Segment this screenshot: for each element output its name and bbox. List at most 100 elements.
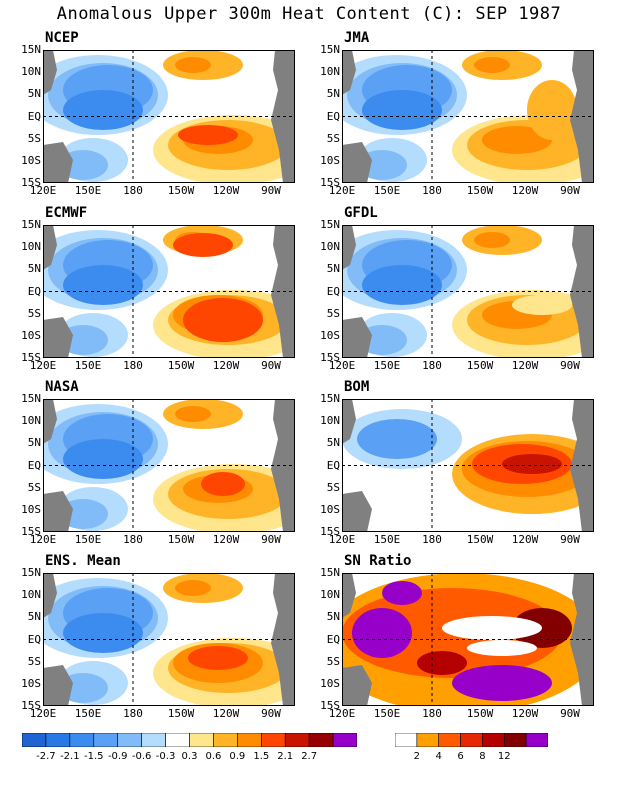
- lat-tick-label: 15N: [21, 566, 41, 579]
- lon-tick-label: 90W: [261, 359, 281, 372]
- land-mass-west: [342, 50, 372, 183]
- anomaly-region: [362, 265, 442, 305]
- colorbar-label: 4: [435, 751, 442, 762]
- lon-tick-label: 90W: [261, 533, 281, 546]
- lon-tick-label: 120W: [212, 359, 240, 372]
- lon-tick-label: 150W: [167, 707, 195, 720]
- anomaly-region: [362, 90, 442, 130]
- anomaly-region: [512, 295, 572, 315]
- lat-tick-label: 15S: [320, 176, 340, 189]
- lat-tick-label: 10S: [320, 502, 340, 516]
- map-panel: [43, 399, 295, 532]
- colorbar-swatch: [165, 733, 190, 747]
- lon-tick-label: 120W: [511, 184, 539, 197]
- lat-tick-label: 5S: [326, 306, 340, 320]
- lat-tick-label: 10S: [21, 153, 41, 167]
- lat-tick-label: 10N: [320, 240, 340, 254]
- colorbar-swatch: [284, 733, 310, 747]
- panel-title: ENS. Mean: [45, 553, 121, 569]
- lat-tick-label: 5S: [326, 480, 340, 494]
- lat-tick-label: 15N: [320, 43, 340, 56]
- anomaly-region: [417, 651, 467, 675]
- land-mass-west: [342, 399, 372, 532]
- anomaly-region: [482, 126, 552, 154]
- colorbar-swatch: [332, 733, 357, 747]
- anomaly-region: [173, 233, 233, 257]
- colorbar-swatch: [416, 733, 440, 747]
- lat-tick-label: 10S: [21, 328, 41, 342]
- map-frame: [342, 399, 594, 532]
- lon-tick-label: 120W: [212, 184, 240, 197]
- map-panel: [43, 225, 295, 358]
- map-frame: [342, 573, 594, 706]
- map-plot: [43, 225, 295, 358]
- colorbar-label: 6: [457, 751, 464, 762]
- lat-tick-label: 5N: [326, 436, 340, 450]
- anomaly-region: [175, 406, 211, 422]
- map-frame: [43, 50, 295, 183]
- lat-tick-label: 10N: [21, 414, 41, 428]
- colorbar-label: 0.9: [229, 751, 246, 762]
- lon-tick-label: 180: [422, 359, 442, 372]
- lon-tick-label: 180: [422, 533, 442, 546]
- map-plot: [342, 225, 594, 358]
- lon-tick-label: 120W: [511, 707, 539, 720]
- anomaly-region: [178, 125, 238, 145]
- lat-tick-label: 5S: [27, 654, 41, 668]
- lat-tick-label: 5S: [326, 654, 340, 668]
- lat-tick-label: 5N: [27, 610, 41, 624]
- lat-tick-label: EQ: [27, 632, 41, 646]
- lat-tick-label: 10N: [320, 65, 340, 79]
- lat-tick-label: 15S: [320, 699, 340, 712]
- panel-title: SN Ratio: [344, 553, 412, 569]
- colorbar-swatch: [260, 733, 286, 747]
- lat-tick-label: 5N: [27, 87, 41, 101]
- colorbar-swatch: [141, 733, 166, 747]
- lon-tick-label: 150W: [167, 359, 195, 372]
- lat-tick-label: EQ: [326, 109, 340, 123]
- lat-tick-label: 5S: [326, 131, 340, 145]
- map-panel: [43, 50, 295, 183]
- land-mass-west: [342, 573, 372, 706]
- lon-tick-label: 120W: [511, 533, 539, 546]
- lon-tick-label: 90W: [261, 184, 281, 197]
- lat-tick-label: 15S: [21, 699, 41, 712]
- lon-tick-label: 150E: [74, 707, 102, 720]
- lon-tick-label: 120E: [328, 359, 356, 372]
- lon-tick-label: 150E: [74, 359, 102, 372]
- lat-tick-label: 15N: [21, 392, 41, 405]
- colorbar-label: -1.5: [84, 751, 104, 762]
- lat-tick-label: 10N: [320, 414, 340, 428]
- map-plot: [342, 50, 594, 183]
- lon-tick-label: 90W: [560, 533, 580, 546]
- panel-title: JMA: [344, 30, 370, 46]
- lon-tick-label: 120W: [212, 707, 240, 720]
- colorbar-label: 2.1: [277, 751, 294, 762]
- colorbar-swatch: [503, 733, 527, 747]
- colorbar-label: -0.6: [131, 751, 152, 762]
- colorbar-swatch: [237, 733, 262, 747]
- colorbar-swatch: [213, 733, 238, 747]
- anomaly-region: [183, 298, 263, 342]
- lon-tick-label: 150W: [466, 533, 494, 546]
- lat-tick-label: 10N: [21, 588, 41, 602]
- colorbar-swatch: [308, 733, 334, 747]
- lat-tick-label: 15N: [320, 566, 340, 579]
- lat-tick-label: 15S: [21, 176, 41, 189]
- lat-tick-label: 5S: [27, 480, 41, 494]
- lat-tick-label: 10S: [21, 502, 41, 516]
- lat-tick-label: 5N: [326, 87, 340, 101]
- panel-title: BOM: [344, 379, 370, 395]
- colorbar-label: -0.3: [155, 751, 176, 762]
- anomaly-region: [63, 439, 143, 479]
- lon-tick-label: 120E: [29, 533, 57, 546]
- lon-tick-label: 150E: [373, 184, 401, 197]
- anomaly-colorbar: [22, 733, 357, 747]
- lat-tick-label: EQ: [326, 632, 340, 646]
- anomaly-region: [352, 608, 412, 658]
- lon-tick-label: 150W: [167, 533, 195, 546]
- lat-tick-label: 10N: [21, 240, 41, 254]
- lat-tick-label: EQ: [326, 458, 340, 472]
- lat-tick-label: 10S: [320, 676, 340, 690]
- map-frame: [342, 50, 594, 183]
